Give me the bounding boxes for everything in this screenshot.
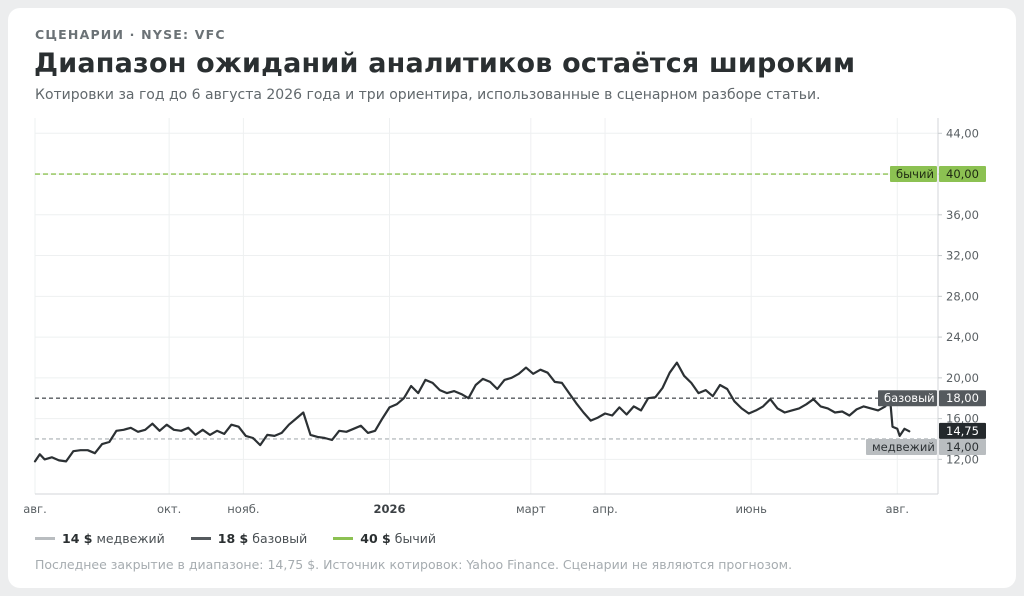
kicker: СЦЕНАРИИ · NYSE: VFC — [35, 27, 226, 42]
legend-item-base: 18 $ базовый — [190, 531, 308, 546]
price-chart: 12,00 16,00 20,00 24,00 28,00 32,00 36,00 40,00… — [23, 118, 986, 516]
y-tick-label: 20,00 — [946, 371, 979, 385]
last-price-label: 14,75 — [946, 424, 979, 438]
legend-swatch-bear — [35, 537, 55, 540]
y-tick-label: 12,00 — [946, 452, 979, 466]
legend-swatch-base — [190, 537, 211, 540]
bear-name-label: медвежий — [872, 440, 935, 454]
y-tick-label: 44,00 — [946, 126, 979, 140]
legend-item-bull: 40 $ бычий — [333, 531, 436, 546]
base-value-badge — [939, 390, 986, 407]
bear-value-badge — [939, 438, 986, 455]
legend-value-bear: 14 $ — [62, 531, 93, 546]
last-price-badge — [939, 422, 986, 439]
bull-name-label: бычий — [896, 167, 934, 181]
footnote: Последнее закрытие в диапазоне: 14,75 $.… — [35, 557, 793, 572]
x-tick-label: апр. — [592, 502, 618, 516]
y-tick-label: 24,00 — [946, 330, 979, 344]
base-name-badge — [878, 390, 937, 407]
y-tick-label: 28,00 — [946, 289, 979, 303]
legend-label-bull: бычий — [394, 531, 436, 546]
chart-card: СЦЕНАРИИ · NYSE: VFC Диапазон ожиданий а… — [8, 8, 1016, 588]
x-tick-label: нояб. — [227, 502, 259, 516]
y-tick-label: 36,00 — [946, 208, 979, 222]
legend-value-bull: 40 $ — [360, 531, 391, 546]
subtitle: Котировки за год до 6 августа 2026 года … — [35, 87, 821, 103]
x-tick-label: авг. — [886, 502, 910, 516]
base-value-label: 18,00 — [946, 391, 979, 405]
bear-name-badge — [866, 438, 937, 455]
x-tick-label: окт. — [157, 502, 181, 516]
base-name-label: базовый — [884, 391, 935, 405]
bull-value-label: 40,00 — [946, 167, 979, 181]
page-title: Диапазон ожиданий аналитиков остаётся ши… — [34, 48, 856, 79]
y-tick-label: 32,00 — [946, 249, 979, 263]
bull-name-badge — [890, 166, 937, 183]
x-tick-label: 2026 — [373, 502, 405, 516]
x-tick-label: март — [516, 502, 546, 516]
x-tick-label: авг. — [23, 502, 47, 516]
legend-label-bear: медвежий — [96, 531, 165, 546]
bear-value-label: 14,00 — [946, 440, 979, 454]
bull-value-badge — [939, 166, 986, 183]
price-line — [33, 361, 911, 463]
legend-item-bear: 14 $ медвежий — [35, 531, 165, 546]
y-tick-label: 16,00 — [946, 412, 979, 426]
legend-label-base: базовый — [252, 531, 308, 546]
legend-swatch-bull — [333, 537, 354, 540]
legend-value-base: 18 $ — [217, 531, 249, 546]
x-tick-label: июнь — [735, 502, 767, 516]
legend: 14 $ медвежий 18 $ базовый 40 $ бычий — [35, 531, 436, 546]
